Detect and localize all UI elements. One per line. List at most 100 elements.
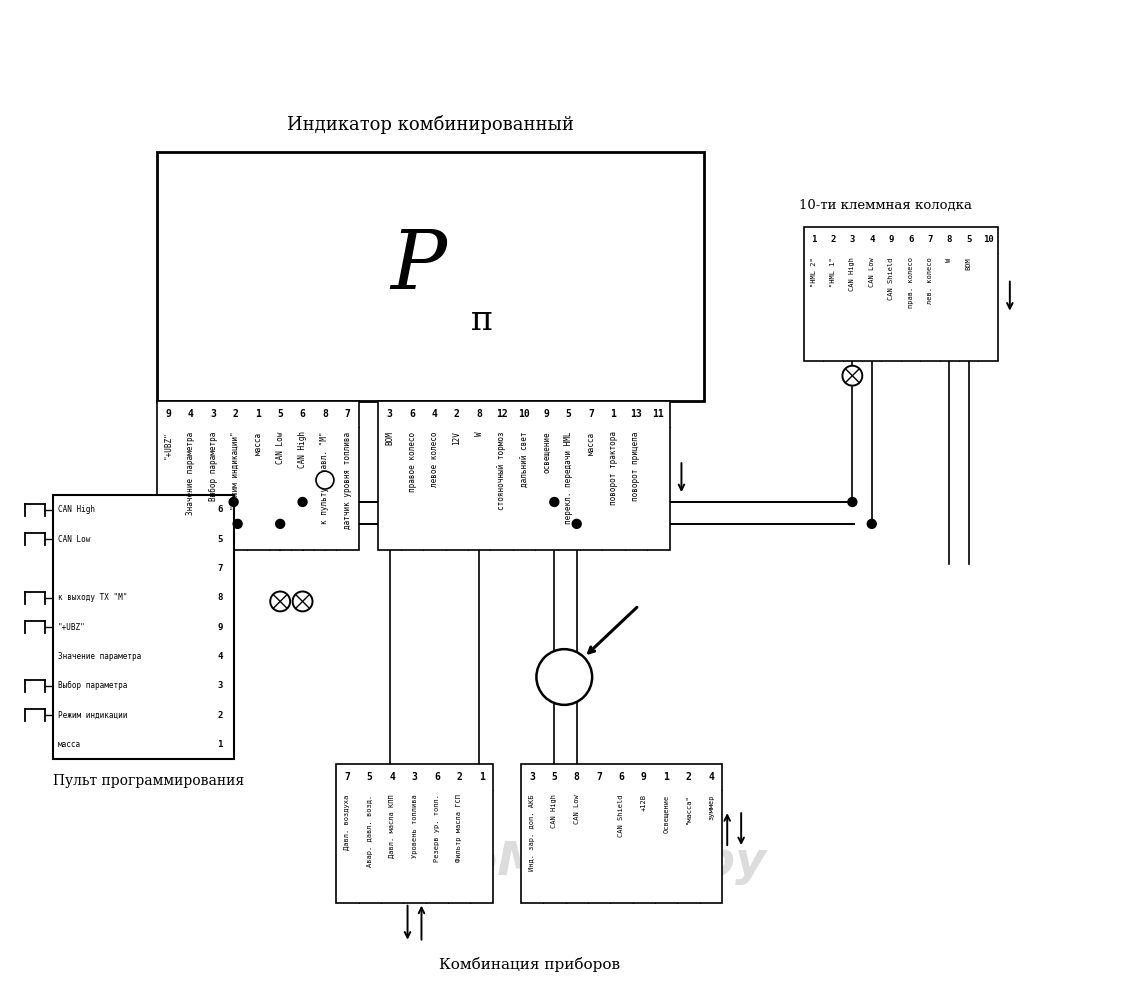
Text: BOM: BOM [385, 431, 395, 445]
Circle shape [572, 519, 581, 528]
Text: 6: 6 [217, 505, 223, 514]
Circle shape [233, 519, 242, 528]
Text: 2: 2 [456, 772, 463, 782]
Text: масса: масса [587, 431, 596, 455]
Text: CAN Low: CAN Low [574, 794, 580, 824]
Text: Значение параметра: Значение параметра [58, 652, 141, 661]
Text: CAN High: CAN High [849, 257, 855, 291]
Text: 10-ти клеммная колодка: 10-ти клеммная колодка [799, 199, 972, 212]
Text: Инд. зар. доп. АКБ: Инд. зар. доп. АКБ [529, 794, 534, 871]
Text: 6: 6 [409, 409, 415, 419]
Text: 4: 4 [708, 772, 714, 782]
Text: 10: 10 [518, 409, 530, 419]
Text: 10: 10 [982, 235, 994, 244]
Text: 3: 3 [849, 235, 855, 244]
Text: 9: 9 [888, 235, 894, 244]
Text: 2: 2 [830, 235, 836, 244]
Bar [804, 227, 998, 361]
Text: 4: 4 [431, 409, 438, 419]
Text: 3: 3 [412, 772, 417, 782]
Text: 9: 9 [165, 409, 172, 419]
Text: прав. колесо: прав. колесо [907, 257, 913, 308]
Text: AgroMotors.by: AgroMotors.by [371, 840, 765, 885]
Text: Индикатор комбинированный: Индикатор комбинированный [288, 115, 574, 134]
Text: 4: 4 [188, 409, 193, 419]
Text: 7: 7 [596, 772, 601, 782]
Text: Р: Р [391, 226, 447, 306]
Text: 8: 8 [322, 409, 327, 419]
Text: освещение: освещение [542, 431, 550, 473]
Text: CAN Low: CAN Low [275, 431, 284, 464]
Text: левое колесо: левое колесо [430, 431, 439, 487]
Text: 1: 1 [811, 235, 816, 244]
Text: 1: 1 [479, 772, 484, 782]
Text: перекл. передачи HML: перекл. передачи HML [564, 431, 573, 524]
Circle shape [271, 591, 290, 611]
Text: CAN High: CAN High [551, 794, 557, 828]
Text: 8: 8 [217, 593, 223, 602]
Text: Уровень топлива: Уровень топлива [412, 794, 417, 858]
Text: поворот трактора: поворот трактора [609, 431, 619, 505]
Text: Значение параметра: Значение параметра [186, 431, 196, 515]
Text: 13: 13 [630, 409, 641, 419]
Text: CAN Low: CAN Low [869, 257, 874, 287]
Text: 3: 3 [529, 772, 534, 782]
Text: Авар. давл. возд.: Авар. давл. возд. [367, 794, 373, 867]
Text: 7: 7 [217, 564, 223, 573]
Text: 6: 6 [300, 409, 306, 419]
Text: к выходу TX "М": к выходу TX "М" [58, 593, 127, 602]
Text: лев. колесо: лев. колесо [927, 257, 933, 304]
Text: "HML 1": "HML 1" [830, 257, 836, 287]
Text: 8: 8 [574, 772, 580, 782]
Text: Режим индикации: Режим индикации [58, 711, 127, 720]
Text: BOM: BOM [965, 257, 972, 270]
Text: 1: 1 [255, 409, 260, 419]
Text: 1: 1 [217, 740, 223, 749]
Text: "+UBZ": "+UBZ" [58, 623, 85, 632]
Text: CAN High: CAN High [58, 505, 94, 514]
Text: Выбор параметра: Выбор параметра [208, 431, 217, 501]
Circle shape [230, 498, 238, 506]
Text: 5: 5 [277, 409, 283, 419]
Text: 3: 3 [387, 409, 392, 419]
Text: стояночный тормоз: стояночный тормоз [497, 431, 506, 510]
Text: 5: 5 [966, 235, 971, 244]
Text: 7: 7 [345, 772, 350, 782]
Text: 5: 5 [551, 772, 557, 782]
Text: 7: 7 [588, 409, 594, 419]
Text: 9: 9 [543, 409, 549, 419]
Bar [157, 401, 358, 550]
Bar [52, 495, 233, 759]
Text: CAN Low: CAN Low [58, 535, 90, 544]
Text: 9: 9 [217, 623, 223, 632]
Text: 5: 5 [367, 772, 373, 782]
Bar [379, 401, 670, 550]
Circle shape [275, 519, 284, 528]
Circle shape [537, 649, 592, 705]
Text: 7: 7 [345, 409, 350, 419]
Bar [157, 152, 704, 401]
Text: Комбинация приборов: Комбинация приборов [439, 957, 620, 972]
Text: CAN Shield: CAN Shield [619, 794, 624, 837]
Text: 6: 6 [907, 235, 913, 244]
Text: W: W [946, 257, 953, 262]
Text: 2: 2 [217, 711, 223, 720]
Text: 2: 2 [454, 409, 459, 419]
Text: 5: 5 [566, 409, 572, 419]
Text: Давл. масла КПП: Давл. масла КПП [389, 794, 396, 858]
Circle shape [292, 591, 313, 611]
Text: Выбор параметра: Выбор параметра [58, 681, 127, 690]
Text: 2: 2 [232, 409, 239, 419]
Text: Давл. воздуха: Давл. воздуха [345, 794, 350, 850]
Text: правое колесо: правое колесо [407, 431, 416, 492]
Text: +12В: +12В [641, 794, 647, 811]
Text: Фильтр масла ГСП: Фильтр масла ГСП [456, 794, 463, 862]
Bar [521, 764, 722, 903]
Circle shape [298, 498, 307, 506]
Text: 4: 4 [389, 772, 395, 782]
Text: 6: 6 [619, 772, 624, 782]
Circle shape [868, 519, 877, 528]
Text: "HML 2": "HML 2" [811, 257, 816, 287]
Text: дальний свет: дальний свет [520, 431, 529, 487]
Text: 4: 4 [869, 235, 874, 244]
